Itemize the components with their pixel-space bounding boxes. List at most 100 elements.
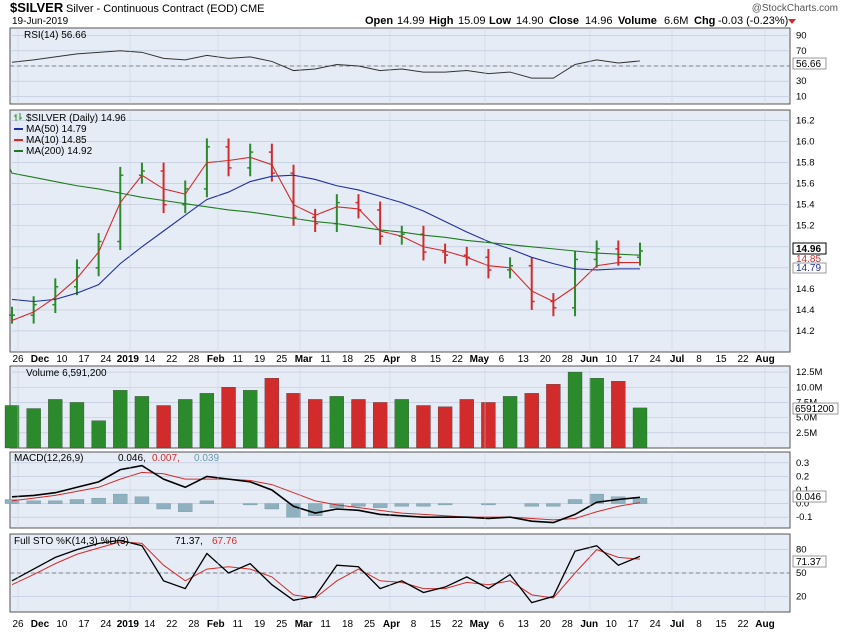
sto-last-tag [792, 555, 827, 568]
volume-bar-24 [524, 393, 539, 449]
ma50-line [11, 174, 640, 303]
price-tag-ma50-box [792, 262, 827, 274]
macd-line [11, 464, 641, 524]
chg-value: -0.03 (-0.23%) [718, 15, 788, 27]
volume-bar-15 [329, 396, 344, 449]
x-label-top-8: 28 [188, 354, 200, 365]
x-label-top-34: Aug [755, 354, 774, 365]
x-label-bottom-28: 17 [628, 619, 640, 630]
panel-price [9, 109, 791, 353]
x-label-bottom-3: 17 [78, 619, 90, 630]
ma200-line [9, 168, 641, 256]
high-label: High [429, 15, 454, 27]
volume-bar-3 [69, 402, 85, 449]
macd-label-prefix: MACD(12,26,9) [14, 453, 83, 464]
x-label-bottom-31: 8 [696, 619, 702, 630]
x-label-bottom-19: 15 [430, 619, 442, 630]
x-label-bottom-18: 8 [411, 619, 417, 630]
sto-k-line [11, 539, 641, 604]
sto-tick-1: 50 [796, 568, 807, 579]
x-label-bottom-23: 13 [518, 619, 530, 630]
x-label-top-4: 24 [100, 354, 112, 365]
macd-hist-bar-16 [351, 503, 366, 507]
vol-tick-0: 12.5M [796, 367, 822, 378]
volume-bar-20 [437, 406, 453, 449]
macd-hist-bar-18 [394, 503, 409, 507]
price-tick-1: 16.0 [796, 137, 815, 148]
x-label-top-32: 15 [715, 354, 727, 365]
x-label-bottom-9: Feb [207, 619, 225, 630]
vol-tick-3: 5.0M [796, 413, 817, 424]
volume-bar-26 [567, 371, 583, 449]
volume-bar-11 [243, 390, 258, 449]
macd-hist-bar-4 [91, 497, 106, 504]
volume-bar-16 [351, 399, 366, 449]
down-arrow-icon [788, 19, 796, 24]
macd-hist-bar-14 [308, 503, 323, 516]
price-tag-ma10: 14.85 [796, 254, 821, 265]
macd-hist-bar-19 [416, 503, 431, 507]
x-label-bottom-10: 11 [233, 619, 244, 630]
volume-bar-29 [632, 407, 648, 449]
x-label-top-27: 10 [606, 354, 618, 365]
x-label-bottom-16: 25 [364, 619, 376, 630]
close-label: Close [549, 15, 579, 27]
x-label-top-9: Feb [207, 354, 225, 365]
chart-date: 19-Jun-2019 [12, 16, 69, 27]
x-label-top-0: 26 [12, 354, 24, 365]
x-label-top-25: 28 [562, 354, 574, 365]
volume-bar-14 [308, 399, 323, 449]
x-label-bottom-13: Mar [295, 619, 313, 630]
x-label-bottom-2: 10 [56, 619, 68, 630]
volume-bar-21 [459, 399, 474, 449]
x-label-bottom-12: 25 [276, 619, 288, 630]
x-label-top-18: 8 [411, 354, 417, 365]
price-tag-close-value: 14.96 [796, 244, 821, 255]
watermark: @StockCharts.com [752, 3, 838, 14]
x-label-bottom-15: 18 [342, 619, 354, 630]
macd-hist-bar-2 [48, 500, 63, 504]
x-label-top-16: 25 [364, 354, 376, 365]
x-label-bottom-32: 15 [715, 619, 727, 630]
x-label-bottom-26: Jun [580, 619, 598, 630]
sto-label-prefix: Full STO %K(14,3) %D(3) [14, 536, 129, 547]
macd-hist-bar-11 [243, 503, 258, 506]
x-label-bottom-4: 24 [100, 619, 112, 630]
x-label-bottom-20: 22 [452, 619, 464, 630]
rsi-tick-4: 10 [796, 91, 807, 102]
price-tick-8: 14.6 [796, 284, 815, 295]
low-label: Low [489, 15, 511, 27]
rsi-label: RSI(14) 56.66 [24, 30, 87, 41]
x-label-top-7: 22 [166, 354, 178, 365]
ma200-legend: MA(200) 14.92 [26, 146, 93, 157]
macd-hist-bar-0 [4, 499, 20, 504]
x-label-top-11: 19 [254, 354, 266, 365]
ohlc-legend-icon [14, 113, 22, 121]
rsi-tick-1: 70 [796, 46, 807, 57]
macd-tick-3: 0.0 [796, 499, 809, 510]
macd-last-tag [792, 490, 827, 503]
x-label-top-22: 6 [499, 354, 505, 365]
x-label-top-2: 10 [56, 354, 68, 365]
x-label-bottom-14: 11 [320, 619, 331, 630]
x-label-bottom-8: 28 [188, 619, 200, 630]
macd-hist-bar-25 [546, 503, 561, 507]
x-label-top-26: Jun [580, 354, 598, 365]
rsi-line [11, 50, 641, 79]
macd-hist-bar-26 [567, 499, 583, 504]
chg-label: Chg [694, 15, 715, 27]
x-label-top-5: 2019 [117, 354, 140, 365]
price-tick-5: 15.2 [796, 221, 815, 232]
volume-last-tag [792, 402, 839, 415]
macd-tick-4: -0.1 [796, 512, 812, 523]
volume-bar-28 [611, 381, 626, 449]
volume-bar-5 [113, 390, 128, 449]
rsi-last-tag [792, 57, 827, 70]
x-label-bottom-22: 6 [499, 619, 505, 630]
open-label: Open [365, 15, 393, 27]
price-tick-4: 15.4 [796, 200, 815, 211]
macd-hist-bar-20 [437, 503, 453, 506]
x-label-top-19: 15 [430, 354, 442, 365]
volume-bar-2 [48, 399, 63, 449]
